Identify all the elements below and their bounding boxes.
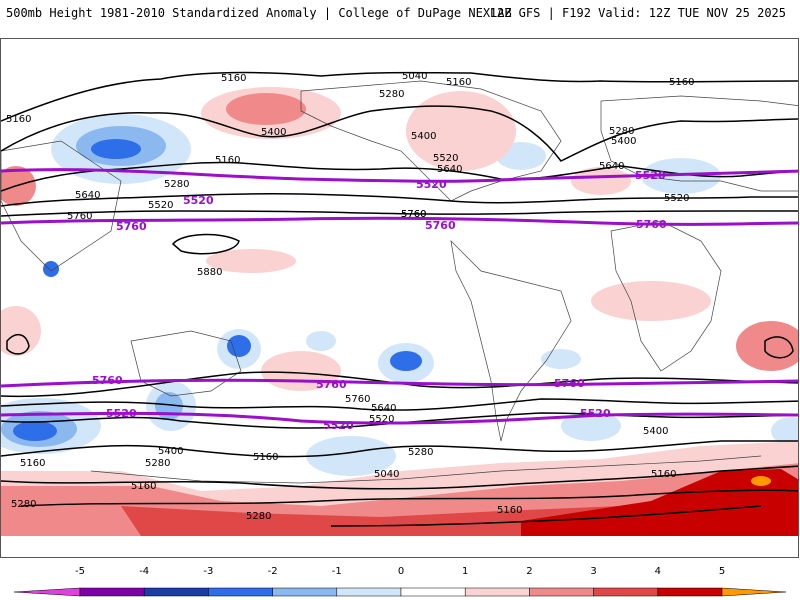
colorbar-tick-label: 4 (654, 566, 661, 577)
contour-label: 5760 (67, 211, 92, 222)
contour-label: 5160 (669, 77, 694, 88)
contour-label: 5760 (401, 209, 426, 220)
contour-label-purple: 5760 (92, 374, 123, 387)
contour-label: 5280 (379, 89, 404, 100)
contour-label: 5400 (611, 136, 636, 147)
contour-label-purple: 5520 (183, 194, 214, 207)
colorbar-tick-label: -5 (75, 566, 85, 577)
colorbar-segment (593, 587, 659, 597)
contour-label: 5640 (599, 161, 624, 172)
contour-label-purple: 5760 (425, 219, 456, 232)
colorbar-segment (400, 587, 466, 597)
contour-label: 5400 (158, 446, 183, 457)
colorbar-gradient (13, 587, 787, 597)
reference-contour-labels: 5520 5760 5520 5760 5520 5760 5760 5520 … (92, 169, 667, 432)
contour-label: 5400 (643, 426, 668, 437)
map-panel: 5160 5040 5160 5160 5280 5400 5520 5640 … (0, 38, 799, 558)
contour-label: 5520 (664, 193, 689, 204)
colorbar-tick-label: 5 (718, 566, 726, 577)
contour-label: 5400 (411, 131, 436, 142)
colorbar-segment (529, 587, 594, 597)
colorbar-tick-label: 2 (526, 566, 533, 577)
contour-label-purple: 5760 (116, 220, 147, 233)
contour-label-purple: 5520 (323, 419, 354, 432)
contour-label: 5400 (261, 127, 286, 138)
colorbar-segment (721, 587, 787, 597)
contour-label: 5160 (131, 481, 156, 492)
contour-label: 5280 (164, 179, 189, 190)
contour-label-purple: 5520 (580, 407, 611, 420)
contour-label: 5520 (148, 200, 173, 211)
contour-label: 5880 (197, 267, 222, 278)
contour-label: 5640 (437, 164, 462, 175)
contour-label: 5160 (253, 452, 278, 463)
contour-label: 5640 (75, 190, 100, 201)
contour-label: 5160 (446, 77, 471, 88)
contour-label: 5760 (345, 394, 370, 405)
colorbar-segment (208, 587, 273, 597)
colorbar-segment (143, 587, 209, 597)
contour-label: 5160 (221, 73, 246, 84)
contour-label: 5280 (408, 447, 433, 458)
contour-label: 5160 (20, 458, 45, 469)
contour-label-purple: 5760 (316, 378, 347, 391)
map-title: 500mb Height 1981-2010 Standardized Anom… (6, 6, 512, 20)
colorbar-tick-label: 3 (590, 566, 597, 577)
contour-label: 5280 (11, 499, 36, 510)
colorbar-segment (272, 587, 338, 597)
contour-label-purple: 5760 (554, 377, 585, 390)
height-contour-labels: 5160 5040 5160 5160 5280 5400 5520 5640 … (6, 71, 694, 522)
colorbar-tick-label: -3 (203, 566, 214, 577)
colorbar-segment (79, 587, 145, 597)
height-contours (1, 71, 798, 527)
contour-label-purple: 5760 (636, 218, 667, 231)
contour-label: 5040 (374, 469, 399, 480)
colorbar-tick-label: -4 (139, 566, 150, 577)
colorbar-tick-label: -2 (267, 566, 278, 577)
contour-label-purple: 5520 (106, 407, 137, 420)
contour-label: 5520 (433, 153, 458, 164)
contour-label: 5280 (609, 126, 634, 137)
colorbar-segment (13, 587, 81, 597)
reference-contours (1, 168, 798, 425)
colorbar-segment (336, 587, 402, 597)
colorbar: -5 -4 -3 -2 -1 0 1 2 3 4 5 (0, 566, 800, 600)
contour-label: 5160 (215, 155, 240, 166)
colorbar-tick-label: 0 (397, 566, 405, 577)
contour-label: 5040 (402, 71, 427, 82)
contour-label: 5520 (369, 414, 394, 425)
model-run-info: 12Z GFS | F192 Valid: 12Z TUE NOV 25 202… (489, 6, 786, 20)
contour-label-purple: 5520 (416, 178, 447, 191)
contour-label: 5160 (6, 114, 31, 125)
contour-label: 5760 (401, 209, 426, 220)
contour-label-purple: 5520 (635, 169, 666, 182)
contour-label: 5160 (651, 469, 676, 480)
colorbar-segment (657, 587, 723, 597)
contour-label: 5640 (371, 403, 396, 414)
contour-label: 5160 (497, 505, 522, 516)
colorbar-segment (464, 587, 530, 597)
world-map: 5160 5040 5160 5160 5280 5400 5520 5640 … (1, 71, 798, 536)
colorbar-tick-label: -1 (331, 566, 342, 577)
contour-label: 5280 (246, 511, 271, 522)
contour-label: 5280 (145, 458, 170, 469)
colorbar-tick-label: 1 (462, 566, 469, 577)
